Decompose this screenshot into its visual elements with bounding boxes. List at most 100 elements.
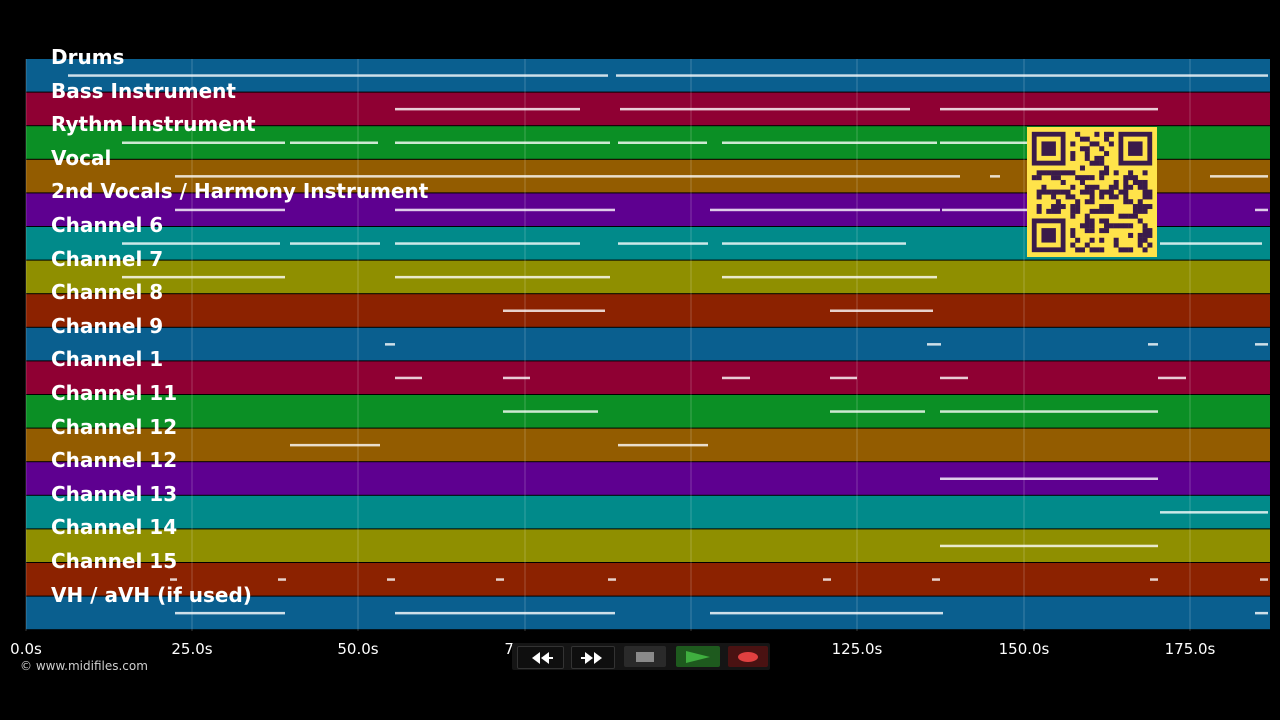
note-segment — [830, 376, 857, 380]
note-segment — [387, 578, 395, 581]
note-segment — [618, 242, 708, 245]
note-segment — [1260, 578, 1268, 581]
lane-band — [26, 327, 1270, 361]
note-segment — [278, 578, 286, 581]
note-segment — [722, 376, 750, 380]
note-segment — [1160, 511, 1268, 514]
note-segment — [710, 208, 940, 212]
lane-label: Bass Instrument — [51, 78, 236, 103]
note-segment — [122, 141, 285, 144]
note-segment — [290, 242, 380, 245]
note-segment — [620, 107, 910, 111]
note-segment — [722, 275, 937, 279]
stop-icon — [636, 651, 654, 662]
note-segment — [170, 578, 177, 581]
lane-label: Channel 9 — [51, 313, 164, 338]
note-segment — [942, 208, 1030, 212]
note-segment — [927, 343, 941, 346]
note-segment — [940, 141, 1030, 144]
note-segment — [395, 275, 610, 279]
note-segment — [722, 242, 906, 245]
rewind-button[interactable] — [517, 646, 564, 669]
time-tick-label: 125.0s — [831, 640, 883, 658]
note-segment — [608, 578, 616, 581]
note-segment — [395, 242, 580, 245]
note-segment — [1210, 175, 1268, 178]
lane-label: Vocal — [51, 145, 112, 170]
note-segment — [618, 443, 708, 447]
time-tick-label: 0.0s — [10, 640, 42, 658]
note-segment — [990, 175, 1000, 178]
time-tick-label: 150.0s — [998, 640, 1050, 658]
note-segment — [1255, 343, 1268, 346]
lane-label: Channel 6 — [51, 213, 164, 237]
note-segment — [175, 175, 960, 178]
note-segment — [290, 141, 378, 144]
note-segment — [1255, 611, 1268, 615]
stop-button[interactable] — [624, 646, 666, 667]
note-segment — [395, 611, 615, 615]
note-segment — [616, 74, 1268, 77]
transport-controls — [512, 643, 770, 670]
note-segment — [503, 309, 605, 312]
play-button[interactable] — [676, 646, 720, 667]
lane-label: Rythm Instrument — [51, 112, 256, 137]
note-segment — [1150, 578, 1158, 581]
note-segment — [290, 443, 380, 447]
note-segment — [385, 343, 395, 346]
lane-label: VH / aVH (if used) — [51, 582, 252, 607]
lane-label: Drums — [51, 45, 125, 69]
time-tick-label: 25.0s — [171, 640, 213, 658]
note-segment — [940, 376, 968, 380]
note-segment — [1148, 343, 1158, 346]
note-segment — [830, 309, 933, 312]
note-segment — [395, 107, 580, 111]
lane-label: Channel 12 — [51, 448, 178, 473]
note-segment — [395, 208, 615, 212]
rewind-icon — [531, 651, 553, 664]
play-icon — [686, 650, 710, 663]
time-tick-label: 50.0s — [337, 640, 379, 658]
lane-band — [26, 495, 1270, 529]
note-segment — [68, 74, 608, 77]
record-icon — [738, 651, 758, 662]
lane-label: Channel 13 — [51, 481, 178, 506]
note-segment — [395, 376, 422, 380]
note-segment — [175, 208, 285, 212]
record-button[interactable] — [728, 646, 768, 667]
note-segment — [830, 410, 925, 413]
lane-label: Channel 15 — [51, 549, 178, 573]
note-segment — [618, 141, 707, 144]
note-segment — [722, 141, 937, 144]
lane-label: Channel 7 — [51, 246, 164, 271]
note-segment — [395, 141, 610, 144]
lane-label: 2nd Vocals / Harmony Instrument — [51, 179, 429, 204]
lane-label: Channel 1 — [51, 347, 164, 372]
note-segment — [940, 477, 1158, 480]
note-segment — [496, 578, 504, 581]
note-segment — [940, 410, 1158, 413]
note-segment — [932, 578, 940, 581]
note-segment — [940, 544, 1158, 548]
lane-label: Channel 14 — [51, 515, 178, 540]
time-tick-label: 175.0s — [1164, 640, 1216, 658]
note-segment — [122, 242, 280, 245]
note-segment — [823, 578, 831, 581]
note-segment — [940, 107, 1158, 111]
lane-band — [26, 361, 1270, 394]
note-segment — [503, 410, 598, 413]
fast-forward-button[interactable] — [571, 646, 615, 669]
fast-forward-icon — [581, 651, 602, 664]
note-segment — [1158, 376, 1186, 380]
lane-label: Channel 11 — [51, 381, 178, 405]
lane-band — [26, 563, 1270, 596]
note-segment — [1160, 242, 1262, 245]
lane-label: Channel 12 — [51, 414, 178, 439]
note-segment — [175, 611, 285, 615]
lane-band — [26, 294, 1270, 327]
note-segment — [1255, 208, 1268, 212]
note-segment — [503, 376, 530, 380]
qr-code-icon — [1027, 127, 1157, 257]
note-segment — [710, 611, 943, 615]
copyright-text: © www.midifiles.com — [20, 659, 148, 673]
